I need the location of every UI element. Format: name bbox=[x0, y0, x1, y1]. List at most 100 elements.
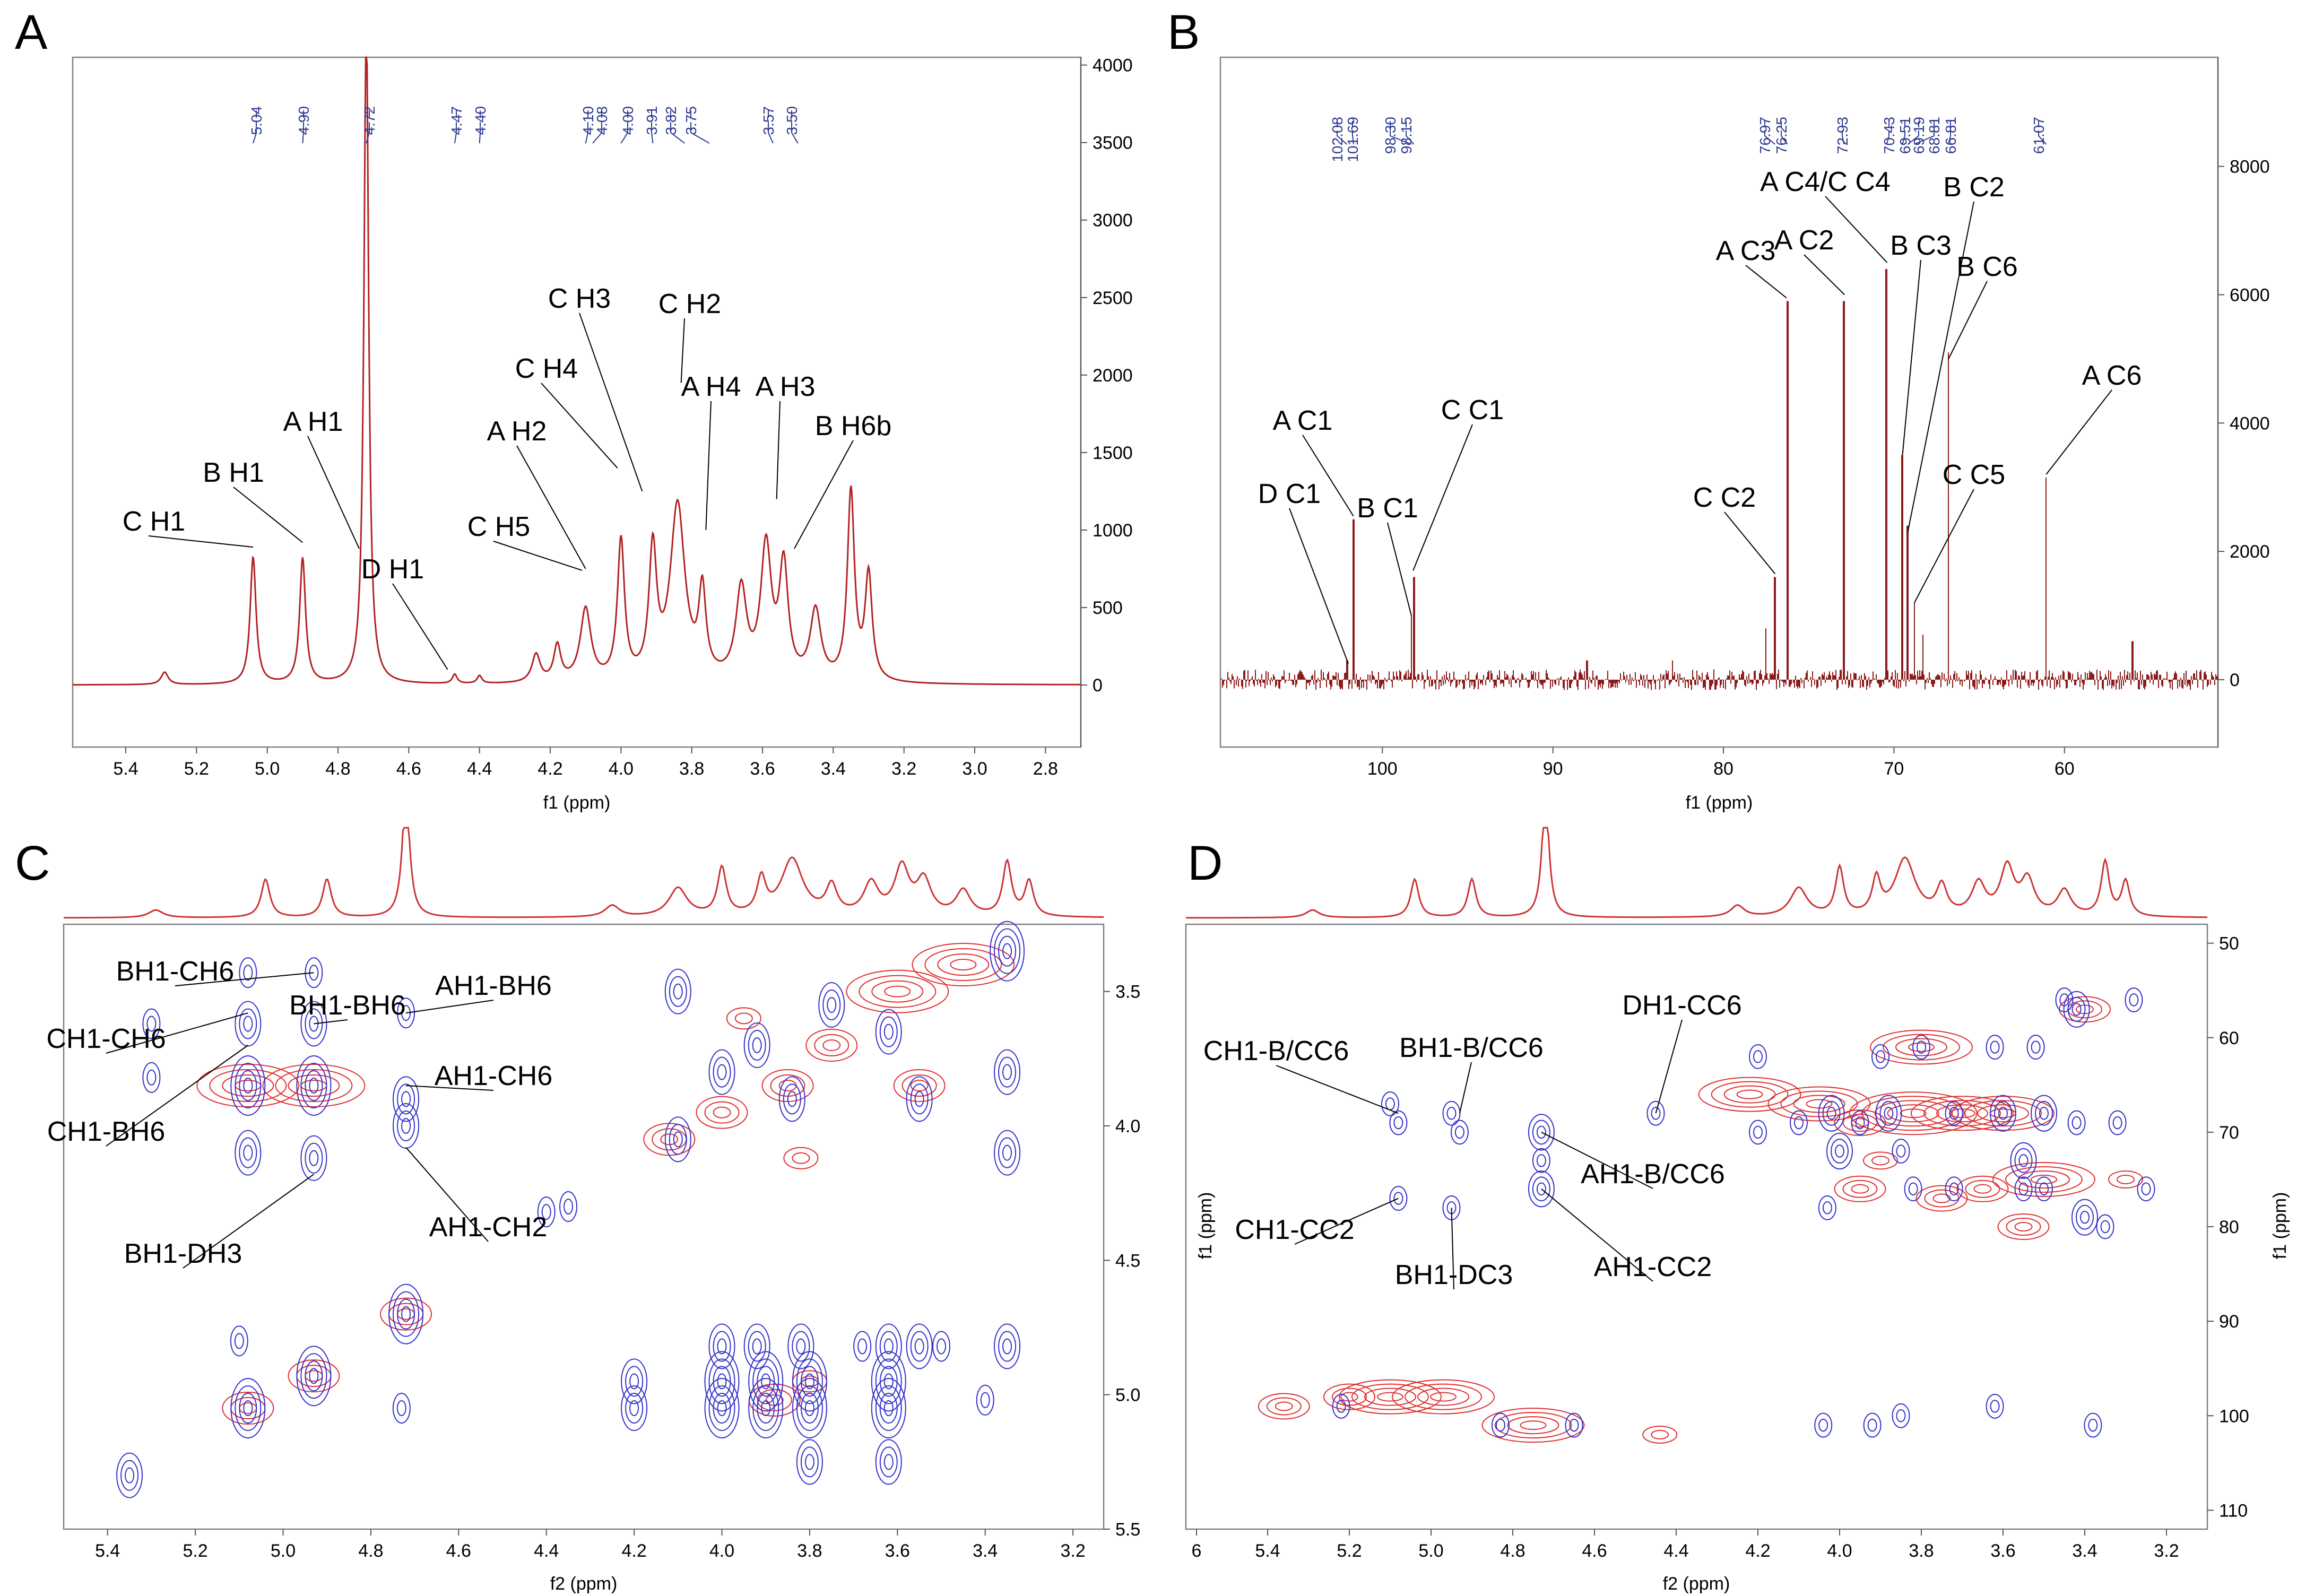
panel-b-frame bbox=[1219, 56, 2219, 748]
contour-blue bbox=[990, 921, 1025, 982]
contour-blue bbox=[1990, 1095, 2016, 1132]
contour-blue bbox=[713, 1056, 731, 1088]
contour-blue bbox=[1851, 1110, 1869, 1135]
panel-c-letter: C bbox=[15, 836, 50, 890]
peak-pick-label: 98.30 bbox=[1382, 117, 1399, 154]
contour-blue bbox=[2088, 1418, 2098, 1432]
annotation-arrow bbox=[106, 1012, 248, 1054]
x-tick-label: 5.0 bbox=[271, 1541, 296, 1561]
contour-blue bbox=[752, 1385, 779, 1431]
peak-pick-connector bbox=[651, 122, 654, 144]
contour-blue bbox=[879, 1331, 898, 1362]
contour-blue bbox=[875, 1439, 902, 1485]
contour-blue bbox=[1912, 1035, 1930, 1060]
contour-red bbox=[1964, 1100, 2042, 1127]
y-tick-label: 5.5 bbox=[1115, 1520, 1140, 1540]
x-tick-label: 4.2 bbox=[538, 759, 562, 779]
contour-blue bbox=[1949, 1107, 1959, 1120]
contour-blue bbox=[541, 1204, 551, 1220]
contour-blue bbox=[752, 1358, 779, 1404]
contour-blue bbox=[1536, 1125, 1546, 1139]
annotation-arrow bbox=[1541, 1131, 1653, 1189]
contour-blue bbox=[235, 1001, 262, 1047]
contour-blue bbox=[2031, 1095, 2057, 1132]
contour-blue bbox=[792, 1378, 827, 1438]
spectrum-line bbox=[73, 56, 1081, 686]
x-tick-label: 3.4 bbox=[821, 759, 846, 779]
contour-red bbox=[222, 1074, 274, 1097]
contour-blue bbox=[1896, 1409, 1906, 1422]
peak-pick-connector bbox=[366, 122, 370, 144]
peak-annotation: A C4/C C4 bbox=[1760, 167, 1891, 197]
x-tick-label: 5.4 bbox=[95, 1541, 120, 1561]
x-tick-label: 3.6 bbox=[885, 1541, 910, 1561]
annotation-arrow bbox=[1907, 201, 1974, 533]
contour-blue bbox=[1892, 1139, 1910, 1164]
contour-blue bbox=[976, 1384, 994, 1416]
contour-blue bbox=[305, 1070, 323, 1101]
projection-1d-trace bbox=[64, 827, 1104, 919]
contour-blue bbox=[2108, 1110, 2127, 1135]
contour-blue bbox=[629, 1400, 639, 1416]
contour-blue bbox=[1794, 1116, 1804, 1130]
contour-red bbox=[2108, 1170, 2143, 1189]
contour-red bbox=[1900, 1108, 1927, 1118]
contour-blue bbox=[1855, 1116, 1865, 1130]
x-tick-label: 2.8 bbox=[1033, 759, 1058, 779]
contour-blue bbox=[937, 1338, 947, 1355]
contour-blue bbox=[305, 1142, 323, 1174]
y-tick-label: 50 bbox=[2219, 934, 2239, 954]
contour-blue bbox=[818, 982, 845, 1028]
contour-blue bbox=[2080, 1210, 2090, 1224]
x-tick-label: 4.0 bbox=[1827, 1541, 1852, 1561]
annotation-arrow bbox=[541, 383, 618, 469]
contour-red bbox=[1997, 1213, 2050, 1240]
contour-blue bbox=[537, 1196, 556, 1228]
contour-blue bbox=[243, 1016, 253, 1032]
contour-blue bbox=[564, 1199, 574, 1215]
contour-blue bbox=[1814, 1412, 1833, 1438]
x-tick-label: 5.2 bbox=[1337, 1541, 1362, 1561]
y-tick-label: 70 bbox=[2219, 1123, 2239, 1143]
annotation-arrow bbox=[1451, 1208, 1454, 1290]
x-tick-label: 3.6 bbox=[750, 759, 775, 779]
contour-blue bbox=[796, 1338, 806, 1355]
contour-blue bbox=[1945, 1100, 1963, 1126]
contour-blue bbox=[800, 1393, 819, 1424]
peak-annotation: C H1 bbox=[123, 506, 185, 537]
annotation-arrow bbox=[1302, 435, 1354, 517]
contour-red bbox=[397, 1308, 415, 1320]
x-tick-label: 3.2 bbox=[1060, 1541, 1085, 1561]
contour-blue bbox=[914, 1091, 924, 1107]
contour-blue bbox=[1389, 1186, 1408, 1211]
peak-pick-connector bbox=[253, 122, 257, 144]
peak-pick-connector bbox=[1914, 131, 1935, 145]
contour-blue bbox=[708, 1049, 735, 1095]
contour-red bbox=[1849, 1091, 1978, 1135]
x-tick-label: 4.8 bbox=[358, 1541, 383, 1561]
x-tick-label: 4.0 bbox=[709, 1541, 734, 1561]
peak-annotation: C C1 bbox=[1441, 395, 1504, 426]
contour-blue bbox=[1442, 1100, 1461, 1126]
contour-blue bbox=[397, 998, 415, 1029]
contour-red bbox=[704, 1101, 740, 1124]
contour-blue bbox=[388, 1283, 424, 1345]
contour-blue bbox=[2067, 996, 2086, 1022]
contour-blue bbox=[717, 1400, 727, 1416]
contour-blue bbox=[300, 1001, 327, 1047]
contour-blue bbox=[1871, 1044, 1889, 1069]
contour-blue bbox=[309, 1078, 319, 1094]
contour-blue bbox=[1569, 1418, 1579, 1432]
contour-blue bbox=[401, 1091, 411, 1107]
contour-blue bbox=[142, 1008, 161, 1039]
contour-blue bbox=[1393, 1116, 1403, 1130]
annotation-arrow bbox=[705, 401, 712, 531]
panel-b: B f1 (ppm) 100 90 80 70 60 0 2000 4000 6000 8000 1… bbox=[1167, 5, 2270, 813]
contour-blue bbox=[2129, 993, 2139, 1007]
panel-d-ylabel-left: f1 (ppm) bbox=[1195, 1192, 1216, 1260]
contour-blue bbox=[401, 1306, 411, 1322]
contour-blue bbox=[717, 1064, 727, 1080]
peak-annotation: D H1 bbox=[361, 554, 424, 585]
contour-red bbox=[696, 1096, 748, 1129]
contour-red bbox=[1923, 1100, 2001, 1127]
